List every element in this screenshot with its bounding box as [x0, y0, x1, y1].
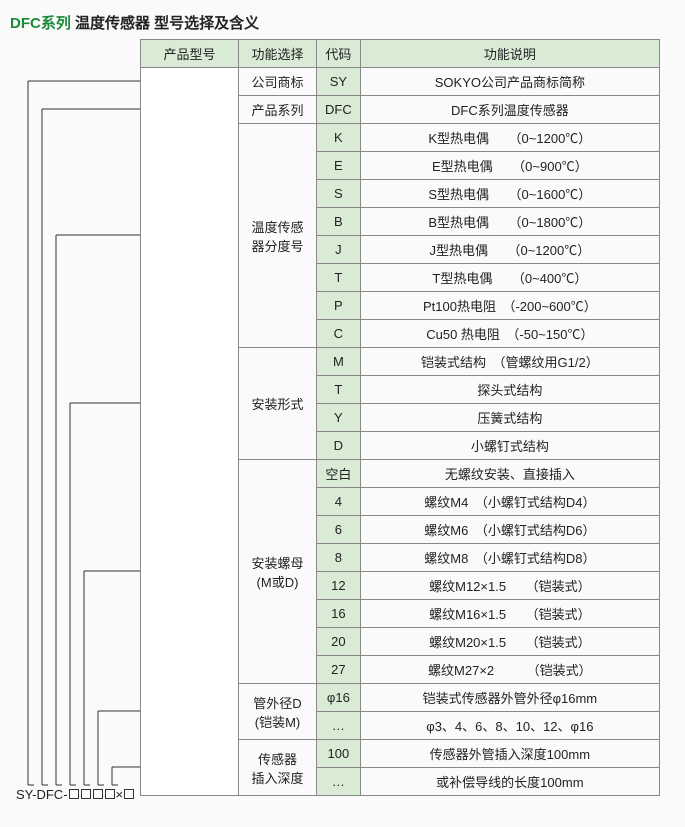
desc-cell: 探头式结构: [360, 376, 659, 404]
code-cell: C: [317, 320, 361, 348]
desc-cell: B型热电偶 （0~1800℃）: [360, 208, 659, 236]
header-code: 代码: [317, 40, 361, 68]
code-cell: J: [317, 236, 361, 264]
desc-cell: 螺纹M8 （小螺钉式结构D8）: [360, 544, 659, 572]
tree-svg: [10, 39, 140, 815]
placeholder-box: [124, 789, 134, 799]
desc-cell: 压簧式结构: [360, 404, 659, 432]
desc-cell: SOKYO公司产品商标简称: [360, 68, 659, 96]
placeholder-box: [69, 789, 79, 799]
desc-cell: 铠装式传感器外管外径φ16mm: [360, 684, 659, 712]
page-title: DFC系列 温度传感器 型号选择及含义: [10, 12, 675, 33]
code-cell: E: [317, 152, 361, 180]
code-cell: 16: [317, 600, 361, 628]
code-cell: B: [317, 208, 361, 236]
code-cell: 6: [317, 516, 361, 544]
func-cell: 安装螺母(M或D): [239, 460, 317, 684]
desc-cell: E型热电偶 （0~900℃）: [360, 152, 659, 180]
desc-cell: 螺纹M12×1.5 （铠装式）: [360, 572, 659, 600]
model-cell: [141, 68, 239, 796]
title-rest: 温度传感器 型号选择及含义: [71, 15, 259, 32]
func-cell: 管外径D(铠装M): [239, 684, 317, 740]
placeholder-box: [93, 789, 103, 799]
model-tree-area: SY-DFC- ×: [10, 39, 140, 815]
func-cell: 温度传感器分度号: [239, 124, 317, 348]
title-green: DFC系列: [10, 15, 71, 32]
code-cell: 27: [317, 656, 361, 684]
placeholder-box: [105, 789, 115, 799]
desc-cell: 铠装式结构 （管螺纹用G1/2）: [360, 348, 659, 376]
func-cell: 传感器插入深度: [239, 740, 317, 796]
header-row: 产品型号 功能选择 代码 功能说明: [141, 40, 660, 68]
table-body: 公司商标SYSOKYO公司产品商标简称产品系列DFCDFC系列温度传感器温度传感…: [141, 68, 660, 796]
code-cell: T: [317, 264, 361, 292]
func-cell: 公司商标: [239, 68, 317, 96]
desc-cell: J型热电偶 （0~1200℃）: [360, 236, 659, 264]
desc-cell: T型热电偶 （0~400℃）: [360, 264, 659, 292]
code-cell: Y: [317, 404, 361, 432]
selection-table: 产品型号 功能选择 代码 功能说明 公司商标SYSOKYO公司产品商标简称产品系…: [140, 39, 660, 796]
model-prefix: SY-DFC-: [16, 787, 68, 802]
code-cell: SY: [317, 68, 361, 96]
header-func: 功能选择: [239, 40, 317, 68]
table-row: 公司商标SYSOKYO公司产品商标简称: [141, 68, 660, 96]
code-cell: 8: [317, 544, 361, 572]
code-cell: S: [317, 180, 361, 208]
desc-cell: 螺纹M4 （小螺钉式结构D4）: [360, 488, 659, 516]
desc-cell: 小螺钉式结构: [360, 432, 659, 460]
func-cell: 产品系列: [239, 96, 317, 124]
desc-cell: DFC系列温度传感器: [360, 96, 659, 124]
desc-cell: Pt100热电阻 （-200~600℃）: [360, 292, 659, 320]
desc-cell: 螺纹M6 （小螺钉式结构D6）: [360, 516, 659, 544]
desc-cell: 螺纹M16×1.5 （铠装式）: [360, 600, 659, 628]
desc-cell: S型热电偶 （0~1600℃）: [360, 180, 659, 208]
times-sign: ×: [116, 787, 124, 802]
code-cell: 100: [317, 740, 361, 768]
header-desc: 功能说明: [360, 40, 659, 68]
model-label: SY-DFC- ×: [16, 787, 135, 811]
desc-cell: 螺纹M20×1.5 （铠装式）: [360, 628, 659, 656]
code-cell: K: [317, 124, 361, 152]
code-cell: …: [317, 712, 361, 740]
code-cell: D: [317, 432, 361, 460]
desc-cell: 传感器外管插入深度100mm: [360, 740, 659, 768]
code-cell: M: [317, 348, 361, 376]
code-cell: T: [317, 376, 361, 404]
code-cell: 12: [317, 572, 361, 600]
code-cell: 20: [317, 628, 361, 656]
code-cell: 4: [317, 488, 361, 516]
desc-cell: 无螺纹安装、直接插入: [360, 460, 659, 488]
code-cell: DFC: [317, 96, 361, 124]
code-cell: φ16: [317, 684, 361, 712]
desc-cell: 螺纹M27×2 （铠装式）: [360, 656, 659, 684]
desc-cell: Cu50 热电阻 （-50~150℃）: [360, 320, 659, 348]
content-wrap: SY-DFC-× 产品型号 功能选择 代码 功能说明 公司商标SYSOKYO公司…: [10, 39, 675, 815]
func-cell: 安装形式: [239, 348, 317, 460]
desc-cell: φ3、4、6、8、10、12、φ16: [360, 712, 659, 740]
code-cell: 空白: [317, 460, 361, 488]
code-cell: P: [317, 292, 361, 320]
placeholder-box: [81, 789, 91, 799]
header-model: 产品型号: [141, 40, 239, 68]
desc-cell: K型热电偶 （0~1200℃）: [360, 124, 659, 152]
